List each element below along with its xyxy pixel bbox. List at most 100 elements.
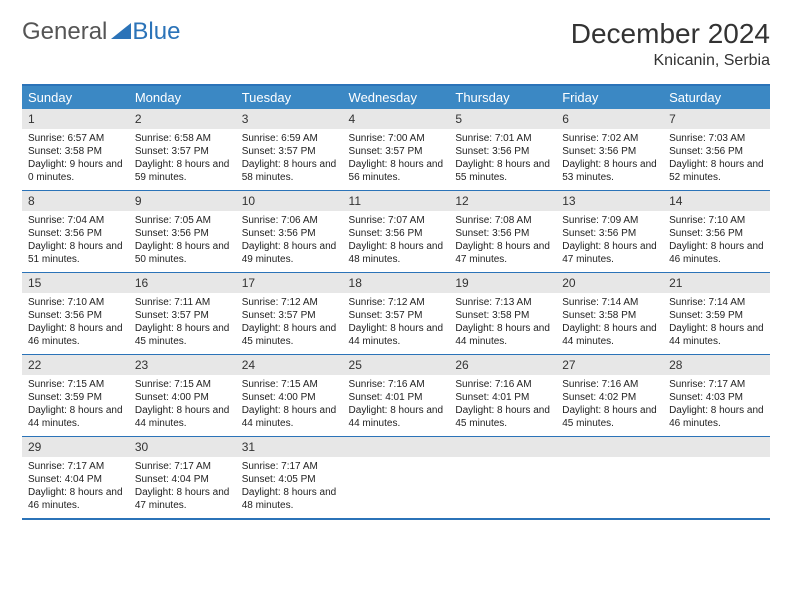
day-number: 25 (343, 355, 450, 375)
day-number: 10 (236, 191, 343, 211)
calendar-day-cell: 29Sunrise: 7:17 AMSunset: 4:04 PMDayligh… (22, 437, 129, 520)
day-number: 11 (343, 191, 450, 211)
daylight-line: Daylight: 8 hours and 48 minutes. (242, 486, 337, 512)
calendar-week-row: 22Sunrise: 7:15 AMSunset: 3:59 PMDayligh… (22, 355, 770, 437)
day-body: Sunrise: 7:16 AMSunset: 4:01 PMDaylight:… (449, 375, 556, 436)
calendar-day-cell: 9Sunrise: 7:05 AMSunset: 3:56 PMDaylight… (129, 191, 236, 273)
sunset-line: Sunset: 3:59 PM (28, 391, 123, 404)
day-number: 28 (663, 355, 770, 375)
calendar-day-cell: 23Sunrise: 7:15 AMSunset: 4:00 PMDayligh… (129, 355, 236, 437)
calendar-day-cell: 6 Sunrise: 7:02 AMSunset: 3:56 PMDaylight… (556, 109, 663, 191)
calendar-day-cell: 2Sunrise: 6:58 AMSunset: 3:57 PMDaylight… (129, 109, 236, 191)
day-number: 6 (556, 109, 663, 129)
daylight-line: Daylight: 8 hours and 48 minutes. (349, 240, 444, 266)
calendar-day-cell: 4Sunrise: 7:00 AMSunset: 3:57 PMDaylight… (343, 109, 450, 191)
sunset-line: Sunset: 3:56 PM (28, 227, 123, 240)
sunset-line: Sunset: 3:58 PM (28, 145, 123, 158)
daylight-line: Daylight: 8 hours and 50 minutes. (135, 240, 230, 266)
calendar-day-cell: 3Sunrise: 6:59 AMSunset: 3:57 PMDaylight… (236, 109, 343, 191)
calendar-day-cell: 19Sunrise: 7:13 AMSunset: 3:58 PMDayligh… (449, 273, 556, 355)
day-body: Sunrise: 7:05 AMSunset: 3:56 PMDaylight:… (129, 211, 236, 272)
sunset-line: Sunset: 3:56 PM (455, 227, 550, 240)
sunrise-line: Sunrise: 7:12 AM (242, 296, 337, 309)
calendar-day-cell: 5Sunrise: 7:01 AMSunset: 3:56 PMDaylight… (449, 109, 556, 191)
sunrise-line: Sunrise: 7:14 AM (562, 296, 657, 309)
day-body: Sunrise: 7:10 AMSunset: 3:56 PMDaylight:… (663, 211, 770, 272)
day-body: Sunrise: 7:04 AMSunset: 3:56 PMDaylight:… (22, 211, 129, 272)
calendar-day-cell: 12Sunrise: 7:08 AMSunset: 3:56 PMDayligh… (449, 191, 556, 273)
empty-day-header (449, 437, 556, 457)
daylight-line: Daylight: 8 hours and 49 minutes. (242, 240, 337, 266)
calendar-day-cell: 30Sunrise: 7:17 AMSunset: 4:04 PMDayligh… (129, 437, 236, 520)
empty-day-body (343, 457, 450, 513)
sunset-line: Sunset: 4:00 PM (135, 391, 230, 404)
calendar-day-cell: 22Sunrise: 7:15 AMSunset: 3:59 PMDayligh… (22, 355, 129, 437)
daylight-line: Daylight: 8 hours and 53 minutes. (562, 158, 657, 184)
empty-day-header (343, 437, 450, 457)
daylight-line: Daylight: 8 hours and 51 minutes. (28, 240, 123, 266)
sunset-line: Sunset: 4:04 PM (135, 473, 230, 486)
sunrise-line: Sunrise: 7:17 AM (28, 460, 123, 473)
day-number: 8 (22, 191, 129, 211)
sunset-line: Sunset: 3:58 PM (562, 309, 657, 322)
sunset-line: Sunset: 3:57 PM (135, 145, 230, 158)
sunset-line: Sunset: 3:57 PM (349, 309, 444, 322)
calendar-day-cell: 15 Sunrise: 7:10 AMSunset: 3:56 PMDayligh… (22, 273, 129, 355)
sunrise-line: Sunrise: 7:17 AM (669, 378, 764, 391)
day-number: 13 (556, 191, 663, 211)
sunrise-line: Sunrise: 6:58 AM (135, 132, 230, 145)
sunrise-line: Sunrise: 7:12 AM (349, 296, 444, 309)
calendar-day-cell (556, 437, 663, 520)
sunrise-line: Sunrise: 7:02 AM (562, 132, 657, 145)
daylight-line: Daylight: 8 hours and 46 minutes. (28, 322, 123, 348)
day-number: 17 (236, 273, 343, 293)
title-block: December 2024 Knicanin, Serbia (571, 18, 770, 70)
empty-day-header (556, 437, 663, 457)
sunset-line: Sunset: 3:56 PM (562, 145, 657, 158)
daylight-line: Daylight: 8 hours and 47 minutes. (135, 486, 230, 512)
sunrise-line: Sunrise: 7:00 AM (349, 132, 444, 145)
daylight-line: Daylight: 8 hours and 46 minutes. (669, 404, 764, 430)
day-body: Sunrise: 7:00 AMSunset: 3:57 PMDaylight:… (343, 129, 450, 190)
day-body: Sunrise: 7:12 AMSunset: 3:57 PMDaylight:… (343, 293, 450, 354)
day-body: Sunrise: 7:09 AMSunset: 3:56 PMDaylight:… (556, 211, 663, 272)
day-number: 15 (22, 273, 129, 293)
calendar-week-row: 15Sunrise: 7:10 AMSunset: 3:56 PMDayligh… (22, 273, 770, 355)
daylight-line: Daylight: 8 hours and 44 minutes. (135, 404, 230, 430)
day-number: 20 (556, 273, 663, 293)
daylight-line: Daylight: 9 hours and 0 minutes. (28, 158, 123, 184)
sunrise-line: Sunrise: 7:16 AM (562, 378, 657, 391)
day-number: 16 (129, 273, 236, 293)
empty-day-body (449, 457, 556, 513)
sunset-line: Sunset: 3:56 PM (28, 309, 123, 322)
day-number: 22 (22, 355, 129, 375)
day-number: 3 (236, 109, 343, 129)
day-number: 21 (663, 273, 770, 293)
sunset-line: Sunset: 3:56 PM (242, 227, 337, 240)
weekday-header: Saturday (663, 85, 770, 109)
daylight-line: Daylight: 8 hours and 45 minutes. (135, 322, 230, 348)
sunset-line: Sunset: 4:02 PM (562, 391, 657, 404)
empty-day-body (663, 457, 770, 513)
day-number: 24 (236, 355, 343, 375)
sunrise-line: Sunrise: 7:10 AM (28, 296, 123, 309)
calendar-week-row: 1Sunrise: 6:57 AMSunset: 3:58 PMDaylight… (22, 109, 770, 191)
sunset-line: Sunset: 3:58 PM (455, 309, 550, 322)
weekday-header: Monday (129, 85, 236, 109)
calendar-day-cell: 1Sunrise: 6:57 AMSunset: 3:58 PMDaylight… (22, 109, 129, 191)
day-number: 2 (129, 109, 236, 129)
day-body: Sunrise: 7:15 AMSunset: 3:59 PMDaylight:… (22, 375, 129, 436)
daylight-line: Daylight: 8 hours and 45 minutes. (242, 322, 337, 348)
sunset-line: Sunset: 4:04 PM (28, 473, 123, 486)
daylight-line: Daylight: 8 hours and 46 minutes. (28, 486, 123, 512)
empty-day-body (556, 457, 663, 513)
sunset-line: Sunset: 3:56 PM (455, 145, 550, 158)
daylight-line: Daylight: 8 hours and 46 minutes. (669, 240, 764, 266)
day-number: 14 (663, 191, 770, 211)
location-label: Knicanin, Serbia (571, 52, 770, 70)
sunrise-line: Sunrise: 7:16 AM (349, 378, 444, 391)
calendar-day-cell: 20Sunrise: 7:14 AMSunset: 3:58 PMDayligh… (556, 273, 663, 355)
sunrise-line: Sunrise: 7:11 AM (135, 296, 230, 309)
weekday-header: Sunday (22, 85, 129, 109)
day-number: 5 (449, 109, 556, 129)
